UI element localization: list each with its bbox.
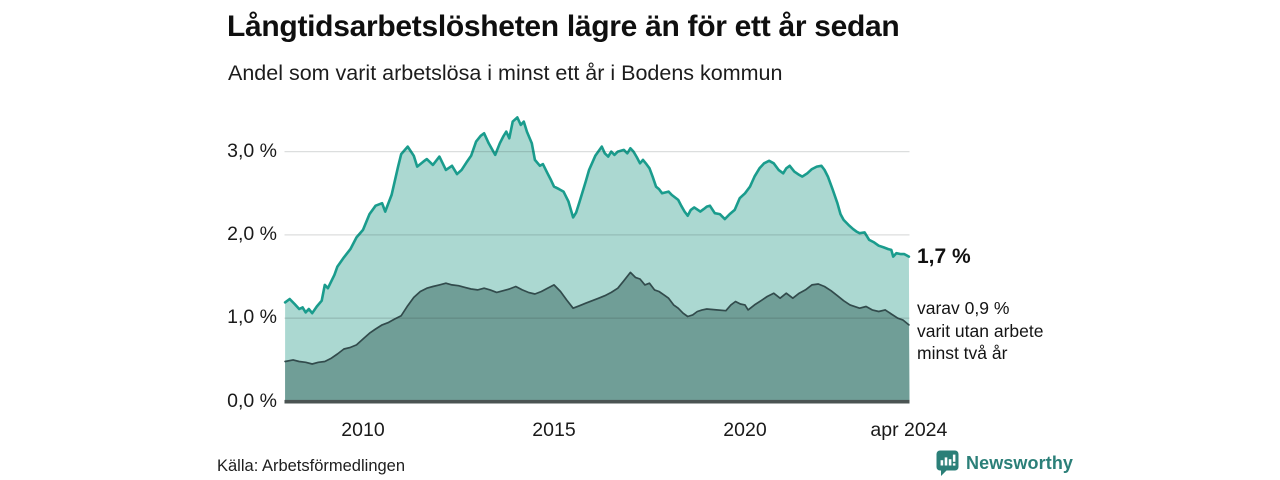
annotation-line: varit utan arbete — [917, 320, 1044, 341]
newsworthy-icon — [936, 450, 959, 476]
y-tick-label: 3,0 % — [227, 139, 277, 162]
newsworthy-logo: Newsworthy — [936, 450, 1073, 476]
x-tick-label: 2020 — [723, 419, 767, 441]
series2-annotation: varav 0,9 % varit utan arbete minst två … — [917, 297, 1043, 365]
chart-title: Långtidsarbetslösheten lägre än för ett … — [227, 10, 900, 43]
chart-subtitle: Andel som varit arbetslösa i minst ett å… — [228, 61, 783, 85]
annotation-line: minst två år — [917, 343, 1008, 363]
y-tick-label: 0,0 % — [227, 389, 277, 412]
source-note: Källa: Arbetsförmedlingen — [217, 457, 406, 475]
annotation-line: varav 0,9 % — [917, 298, 1010, 318]
newsworthy-wordmark: Newsworthy — [966, 452, 1074, 473]
end-value-label: 1,7 % — [917, 245, 971, 268]
x-tick-label: apr 2024 — [870, 419, 948, 441]
x-tick-label: 2015 — [532, 419, 576, 441]
y-tick-label: 1,0 % — [227, 306, 277, 329]
x-tick-label: 2010 — [341, 419, 385, 441]
y-tick-label: 2,0 % — [227, 222, 277, 245]
